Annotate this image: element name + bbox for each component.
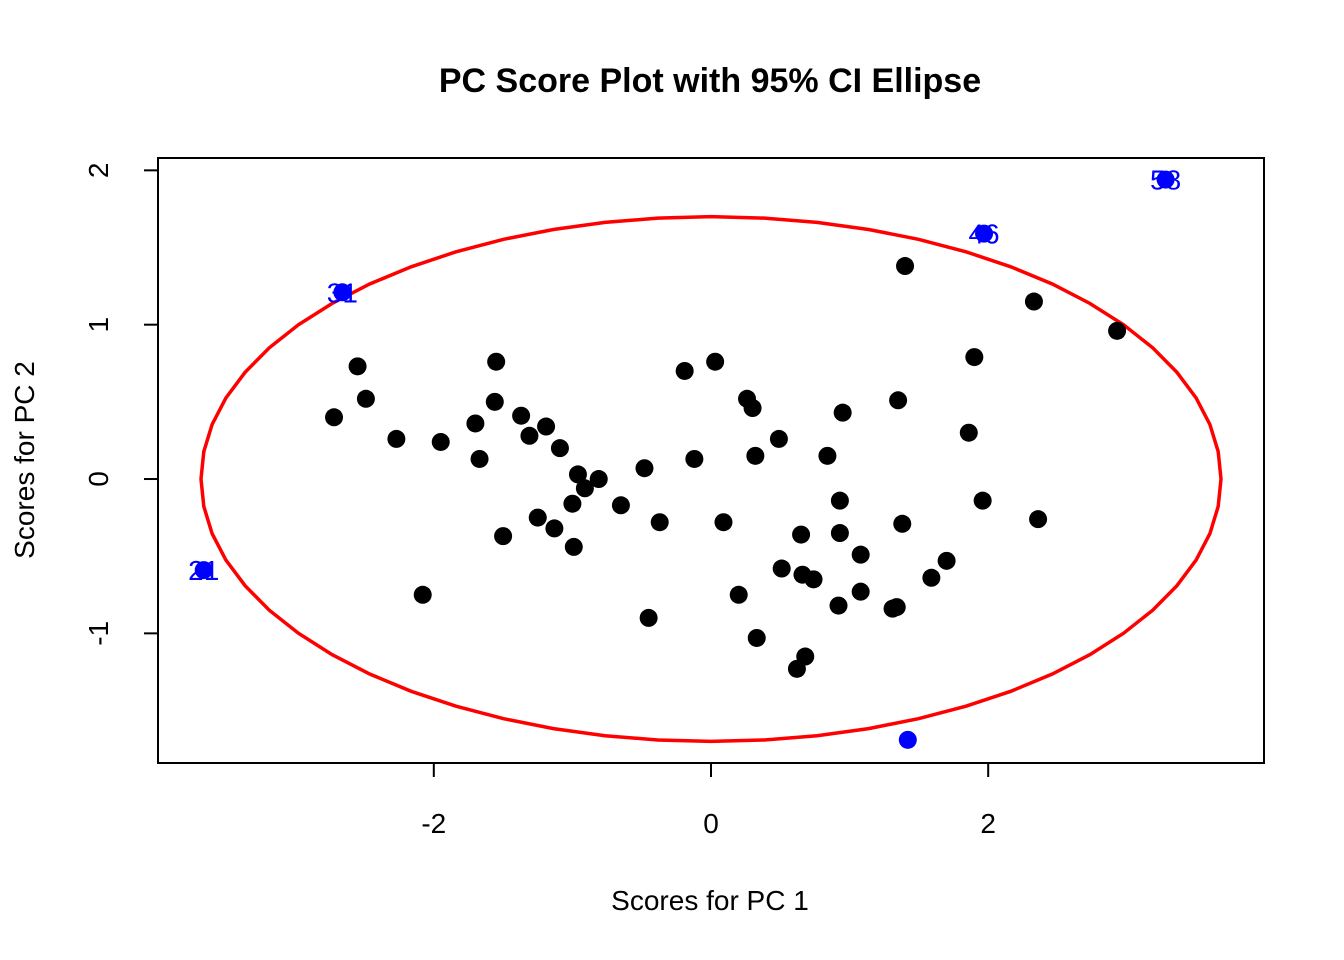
data-point [466,414,485,433]
data-point [639,608,658,627]
data-point [325,408,344,427]
y-axis: -1 0 1 2 [83,163,158,646]
data-point [851,545,870,564]
data-point [830,491,849,510]
data-point [887,598,906,617]
data-point [575,479,594,498]
data-point [889,391,908,410]
data-point [528,508,547,527]
outlier-point [194,561,213,580]
data-point [356,389,375,408]
y-axis-label: Scores for PC 2 [9,361,40,559]
data-point [470,449,489,468]
data-point [729,585,748,604]
data-point [706,352,725,371]
data-point [965,348,984,367]
x-axis: -2 0 2 [421,763,996,839]
data-point [520,426,539,445]
data-point [487,352,506,371]
outlier-label: 58 [1150,165,1181,196]
data-point [792,525,811,544]
data-point [589,470,608,489]
data-point [743,399,762,418]
data-point [1029,510,1048,529]
outlier-point [1156,170,1175,189]
data-point [937,551,956,570]
confidence-ellipse [199,214,1223,744]
data-point [348,357,367,376]
outlier-points: 21 31 46 58 [188,165,1181,749]
data-point [804,570,823,589]
data-point [635,459,654,478]
x-axis-label: Scores for PC 1 [611,885,809,916]
score-points [325,257,1127,678]
data-point [830,524,849,543]
data-point [564,537,583,556]
data-point [922,568,941,587]
data-point [959,423,978,442]
data-point [769,429,788,448]
data-point [796,647,815,666]
data-point [1024,292,1043,311]
data-point [563,494,582,513]
outlier-label: 21 [188,555,219,586]
data-point [851,582,870,601]
data-point [485,392,504,411]
data-point [550,439,569,458]
outlier-point [333,283,352,302]
x-tick-label: -2 [421,808,446,839]
y-tick-label: -1 [83,621,114,646]
chart-title: PC Score Plot with 95% CI Ellipse [439,62,981,100]
data-point [685,449,704,468]
x-tick-label: 2 [980,808,996,839]
plot-frame [157,157,1265,764]
data-point [431,432,450,451]
data-point [747,628,766,647]
y-tick-label: 1 [83,317,114,333]
data-point [537,417,556,436]
x-tick-label: 0 [703,808,719,839]
data-point [893,514,912,533]
outlier-label: 46 [968,219,999,250]
data-point [650,513,669,532]
y-tick-label: 2 [83,163,114,179]
data-point [973,491,992,510]
data-point [746,446,765,465]
data-point [675,361,694,380]
data-point [413,585,432,604]
data-point [833,403,852,422]
data-point [611,496,630,515]
outlier-point [898,730,917,749]
data-point [896,257,915,276]
data-point [714,513,733,532]
data-point [818,446,837,465]
outlier-point [975,224,994,243]
data-point [1108,321,1127,340]
data-point [772,559,791,578]
data-point [568,465,587,484]
data-point [829,596,848,615]
data-point [545,519,564,538]
data-point [494,527,513,546]
data-point [512,406,531,425]
outlier-label: 31 [327,277,358,308]
data-point [387,429,406,448]
y-tick-label: 0 [83,471,114,487]
